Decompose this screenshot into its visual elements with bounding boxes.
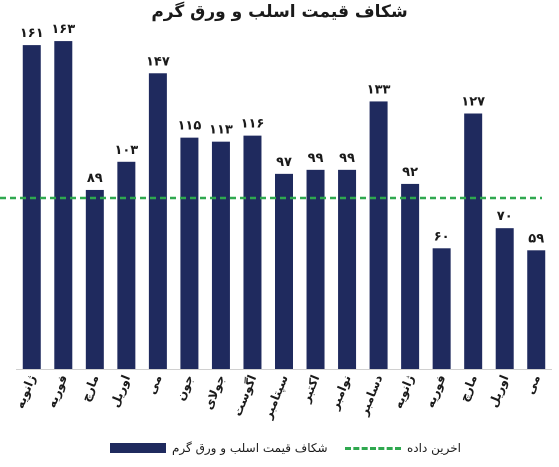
x-tick-label: نوامبر [327,373,355,413]
x-tick-label: سپتامبر [260,373,291,422]
bar [85,189,104,369]
data-label: ۱۱۳ [209,123,233,138]
data-label: ۱۳۳ [367,82,391,97]
bar [306,169,325,369]
x-tick-label: فوریه [44,373,71,410]
legend-item-bars: شکاف قیمت اسلب و ورق گرم [110,441,328,455]
x-tick-label: دسامبر [356,373,385,418]
x-tick-label: اکتبر [298,373,322,405]
data-label: ۵۹ [528,231,544,246]
data-label: ۱۴۷ [146,54,170,69]
bar [495,228,514,369]
bar [243,135,262,369]
x-tick-label: مارچ [78,373,101,404]
data-label: ۹۲ [402,165,418,180]
legend: شکاف قیمت اسلب و ورق گرم اخرین داده [0,441,559,463]
data-label: ۹۷ [276,155,292,170]
bar [369,101,388,369]
bar [54,41,73,370]
bar [527,250,546,369]
legend-item-reference: اخرین داده [345,441,461,455]
x-tick-label: ژانویه [13,373,40,411]
x-tick-label: ژانویه [391,373,418,411]
x-tick-label: اگوست [230,373,260,419]
x-tick-label: جولای [201,373,228,412]
bar [432,248,451,369]
bar [211,141,230,369]
data-label: ۹۹ [339,151,355,166]
data-label: ۷۰ [497,209,513,224]
x-tick-label: اوریل [486,373,513,410]
x-tick-label: جون [173,373,197,403]
bar [148,73,167,369]
bar [117,161,136,369]
legend-label-reference: اخرین داده [407,441,461,455]
data-label: ۹۹ [308,151,324,166]
legend-swatch-bars [110,443,166,453]
legend-swatch-reference [345,446,401,450]
data-label: ۱۶۱ [20,26,44,41]
x-tick-label: مارچ [457,373,480,404]
bar [22,45,41,369]
bar-chart: ۱۶۱ ژانویه ۱۶۳ فوریه ۸۹ مارچ ۱۰۳ اوریل ۱۴۷ می ۱۱۵ ج… [0,22,552,422]
x-tick-label: می [523,373,543,396]
data-label: ۱۲۷ [461,95,485,110]
data-label: ۸۹ [87,171,103,186]
legend-label-bars: شکاف قیمت اسلب و ورق گرم [172,441,328,455]
data-label: ۱۶۳ [51,22,75,37]
data-label: ۶۰ [434,229,450,244]
chart-title: شکاف قیمت اسلب و ورق گرم [151,2,408,22]
bar [275,173,293,369]
bar [401,183,420,369]
data-label: ۱۰۳ [114,143,138,158]
bar [464,113,483,369]
x-tick-label: می [144,373,164,396]
data-label: ۱۱۶ [241,117,265,132]
bar [338,169,357,369]
x-tick-label: فوریه [423,373,450,410]
x-tick-label: اوریل [108,373,135,410]
data-label: ۱۱۵ [178,119,202,134]
bar [180,137,199,369]
